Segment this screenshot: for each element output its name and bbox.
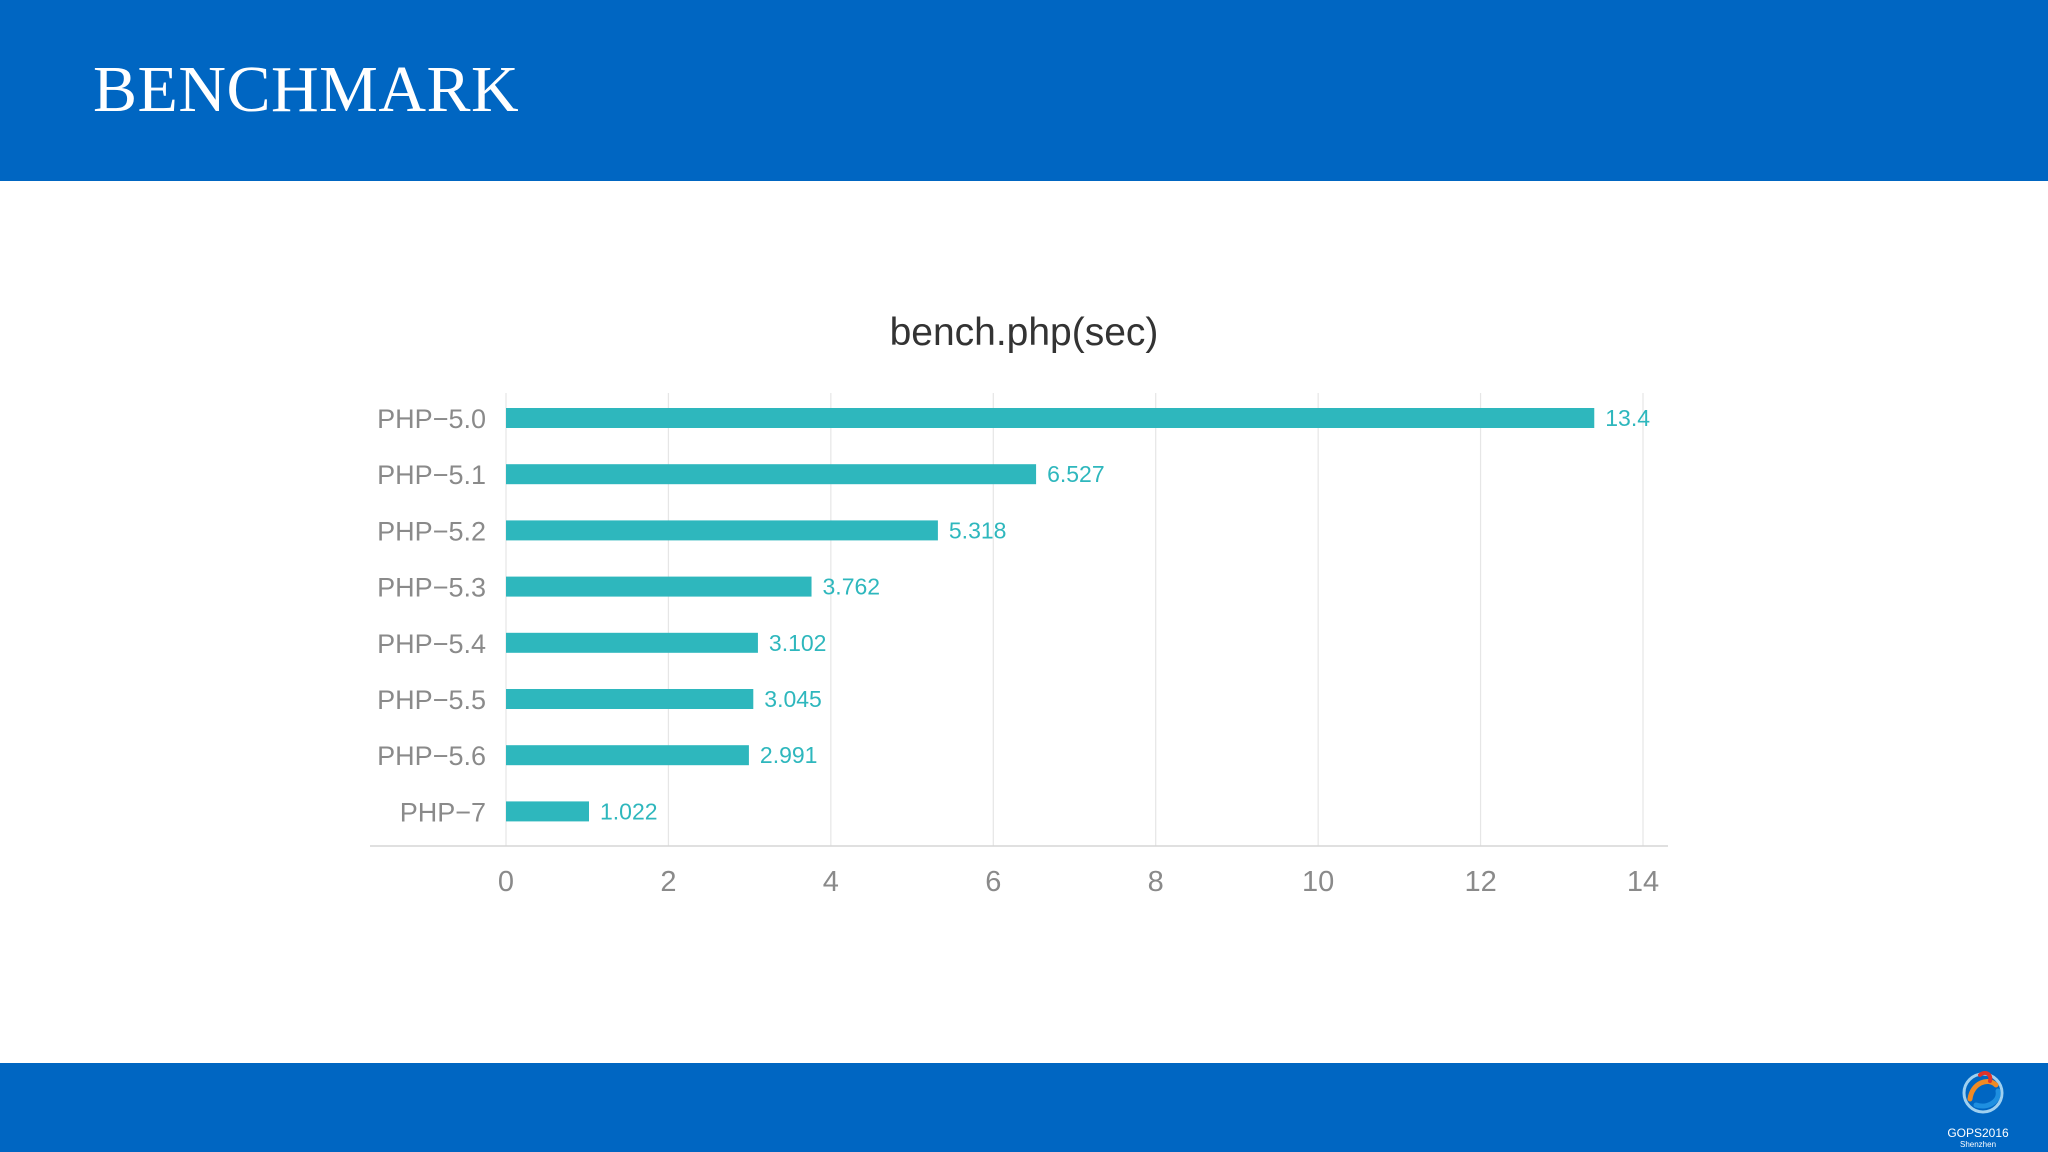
header-band: BENCHMARK [0,0,2048,181]
bar-php-5-3 [506,576,812,597]
bar-value-label: 5.318 [949,517,1007,543]
bars [506,408,1595,822]
bar-value-label: 3.102 [769,630,827,656]
data-labels: 13.4 6.527 5.318 3.762 3.102 3.045 2.991 1.022 [600,405,1650,824]
x-tick-label: 14 [1627,866,1659,898]
conference-logo: GOPS2016 Shenzhen [1926,1063,2030,1152]
logo-text: GOPS2016 [1947,1126,2009,1140]
bar-php-5-5 [506,689,754,709]
bar-value-label: 13.4 [1605,405,1650,431]
category-label: PHP−5.6 [377,741,486,771]
bar-php-5-1 [506,464,1037,485]
category-label: PHP−5.2 [377,516,486,546]
bar-php-5-6 [506,745,749,766]
category-label: PHP−5.4 [377,629,486,659]
x-tick-label: 12 [1464,866,1496,898]
logo-subtext: Shenzhen [1959,1140,1997,1149]
bar-value-label: 2.991 [760,742,818,768]
y-axis-categories: PHP−5.0 PHP−5.1 PHP−5.2 PHP−5.3 PHP−5.4 PHP−5… [377,404,486,827]
category-label: PHP−5.5 [377,685,486,715]
x-axis-ticks: 0 2 4 6 8 10 12 14 [498,866,1659,898]
bar-value-label: 3.045 [764,686,822,712]
x-tick-label: 8 [1148,866,1164,898]
chart-title: bench.php(sec) [890,311,1159,354]
footer-band: GOPS2016 Shenzhen [0,1063,2048,1152]
x-tick-label: 4 [823,866,839,898]
category-label: PHP−7 [400,797,486,827]
x-tick-label: 2 [660,866,676,898]
bar-value-label: 1.022 [600,798,658,824]
slide-title: BENCHMARK [93,53,520,126]
x-tick-label: 0 [498,866,514,898]
category-label: PHP−5.3 [377,573,486,603]
bar-value-label: 3.762 [823,574,881,600]
category-label: PHP−5.1 [377,460,486,490]
x-tick-label: 10 [1302,866,1334,898]
bar-value-label: 6.527 [1047,461,1105,487]
bar-php-5-0 [506,408,1595,428]
logo-swirl-icon [1962,1071,2004,1114]
bar-php-5-4 [506,632,758,653]
x-tick-label: 6 [985,866,1001,898]
bar-php-5-2 [506,520,938,541]
bar-php-7 [506,801,590,822]
gridlines [370,393,1668,847]
category-label: PHP−5.0 [377,404,486,434]
